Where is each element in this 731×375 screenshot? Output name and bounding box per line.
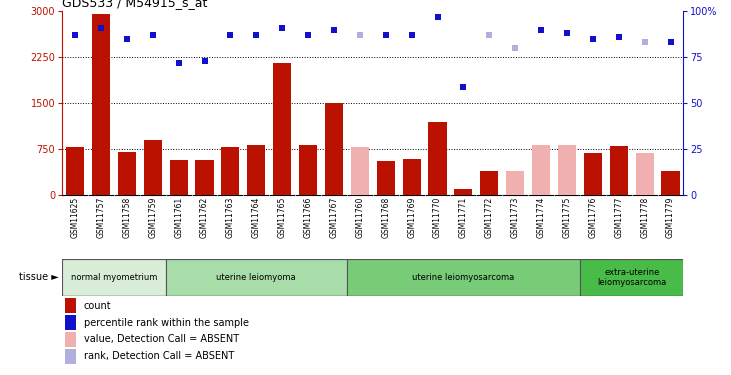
Text: GSM11778: GSM11778 [640,197,649,238]
Text: GSM11773: GSM11773 [511,197,520,238]
Point [147,32,159,38]
Text: GSM11764: GSM11764 [251,197,261,238]
Point [380,32,392,38]
Text: uterine leiomyosarcoma: uterine leiomyosarcoma [412,273,515,282]
Bar [347,259,580,296]
Text: GSM11759: GSM11759 [148,197,157,238]
Text: tissue ►: tissue ► [19,273,58,282]
Text: GSM11779: GSM11779 [666,197,675,238]
Point [121,36,133,42]
Text: percentile rank within the sample: percentile rank within the sample [84,318,249,328]
Text: GSM11766: GSM11766 [303,197,313,238]
Bar [558,145,576,195]
Point [302,32,314,38]
Text: GSM11758: GSM11758 [122,197,132,238]
Text: GSM11757: GSM11757 [96,197,105,238]
Bar [118,152,136,195]
Bar [480,171,499,195]
Point [613,34,624,40]
Bar [65,349,77,364]
Bar [66,147,84,195]
Text: GSM11771: GSM11771 [459,197,468,238]
Point [276,25,288,31]
Bar [532,145,550,195]
Text: normal myometrium: normal myometrium [71,273,157,282]
Point [95,25,107,31]
Point [561,30,573,36]
Point [69,32,81,38]
Bar [662,171,680,195]
Bar [610,146,628,195]
Point [328,27,340,33]
Bar [65,332,77,347]
Text: GSM11765: GSM11765 [278,197,287,238]
Point [199,58,211,64]
Text: GDS533 / M54915_s_at: GDS533 / M54915_s_at [62,0,208,9]
Bar [351,147,369,195]
Point [639,39,651,45]
Bar [325,102,343,195]
Bar [580,259,683,296]
Point [354,32,366,38]
Bar [65,315,77,330]
Bar [247,145,265,195]
Text: GSM11760: GSM11760 [355,197,364,238]
Bar [144,140,162,195]
Text: uterine leiomyoma: uterine leiomyoma [216,273,296,282]
Bar [65,298,77,313]
Point [664,39,676,45]
Bar [376,161,395,195]
Bar [221,147,240,195]
Point [406,32,417,38]
Text: GSM11772: GSM11772 [485,197,494,238]
Point [173,60,184,66]
Text: GSM11776: GSM11776 [588,197,597,238]
Point [224,32,236,38]
Point [251,32,262,38]
Bar [62,259,166,296]
Bar [584,153,602,195]
Bar [195,160,213,195]
Text: GSM11777: GSM11777 [614,197,624,238]
Point [432,14,444,20]
Text: GSM11768: GSM11768 [382,197,390,238]
Text: GSM11775: GSM11775 [562,197,572,238]
Text: GSM11769: GSM11769 [407,197,416,238]
Text: count: count [84,301,112,311]
Point [535,27,547,33]
Bar [299,145,317,195]
Bar [166,259,347,296]
Bar [170,160,188,195]
Bar [92,14,110,195]
Text: GSM11774: GSM11774 [537,197,545,238]
Text: GSM11763: GSM11763 [226,197,235,238]
Bar [428,122,447,195]
Text: GSM11761: GSM11761 [174,197,183,238]
Bar [635,153,654,195]
Text: GSM11625: GSM11625 [71,197,80,238]
Text: GSM11767: GSM11767 [330,197,338,238]
Text: GSM11762: GSM11762 [200,197,209,238]
Bar [506,171,524,195]
Bar [273,63,291,195]
Bar [403,159,421,195]
Point [458,84,469,90]
Text: rank, Detection Call = ABSENT: rank, Detection Call = ABSENT [84,351,234,361]
Text: extra-uterine
leiomyosarcoma: extra-uterine leiomyosarcoma [597,268,667,287]
Text: GSM11770: GSM11770 [433,197,442,238]
Point [587,36,599,42]
Bar [455,189,472,195]
Point [510,45,521,51]
Point [483,32,495,38]
Text: value, Detection Call = ABSENT: value, Detection Call = ABSENT [84,334,239,345]
